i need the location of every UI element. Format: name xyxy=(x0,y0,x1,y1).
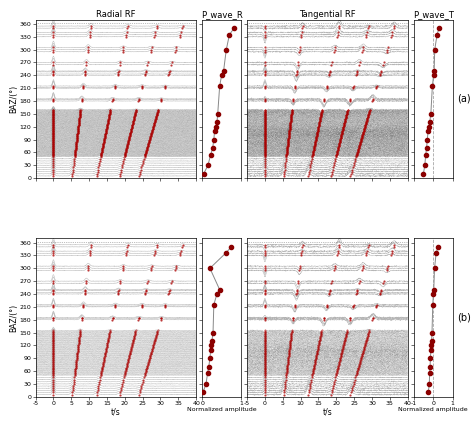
X-axis label: Normalized amplitude: Normalized amplitude xyxy=(187,407,256,412)
Title: Tangential RF: Tangential RF xyxy=(299,10,356,19)
Title: P_wave_T: P_wave_T xyxy=(413,10,454,19)
X-axis label: t/s: t/s xyxy=(322,407,332,416)
Title: P_wave_R: P_wave_R xyxy=(201,10,243,19)
X-axis label: Normalized amplitude: Normalized amplitude xyxy=(398,407,468,412)
Text: (b): (b) xyxy=(457,313,471,323)
Y-axis label: BAZ/(°): BAZ/(°) xyxy=(9,85,18,113)
Title: Radial RF: Radial RF xyxy=(96,10,136,19)
X-axis label: t/s: t/s xyxy=(111,407,121,416)
Y-axis label: BAZ/(°): BAZ/(°) xyxy=(9,303,18,332)
Text: (a): (a) xyxy=(457,94,471,104)
